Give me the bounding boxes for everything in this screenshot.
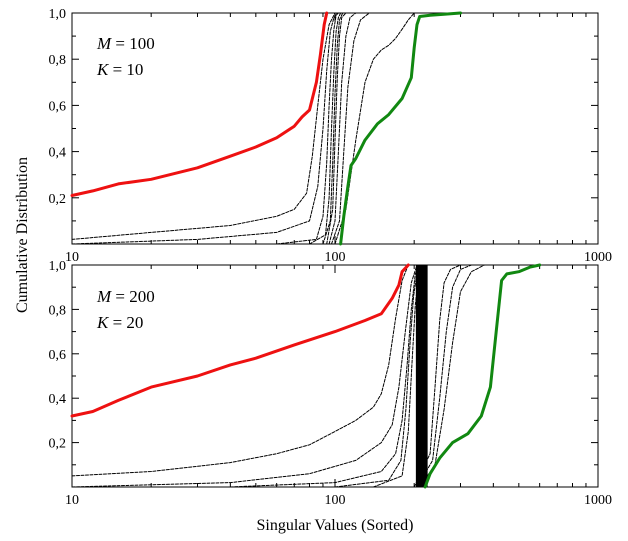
annotation-m-line: M = 100 (96, 34, 155, 53)
x-tick-label: 1000 (584, 493, 612, 508)
series-line-black (326, 12, 347, 245)
series-line-black (372, 264, 424, 488)
series-line-red (70, 263, 410, 418)
annotation-m-line: M = 200 (96, 287, 155, 306)
dense-curve-band (415, 265, 428, 487)
y-tick-label: 0,4 (49, 146, 67, 161)
series-line-black (276, 12, 339, 245)
y-tick-label: 1,0 (49, 7, 67, 22)
series-line-black (71, 12, 336, 240)
y-tick-label: 0,6 (49, 99, 67, 114)
plot-area: 10 100 1000 0,2 0,4 0,6 0,8 1,0 (49, 259, 613, 508)
bottom-panel-annotation: M = 200 K = 20 (96, 287, 155, 332)
annotation-k-line: K = 20 (96, 313, 143, 332)
series-line-black (71, 12, 338, 245)
series-line-black (71, 264, 418, 488)
x-tick-label: 100 (325, 493, 346, 508)
bottom-panel: 10 100 1000 0,2 0,4 0,6 0,8 1,0 M = 200 K = 20 (49, 259, 613, 508)
series-line-black (309, 12, 342, 245)
series-line-black (331, 12, 370, 245)
x-tick-label: 100 (325, 250, 346, 265)
y-axis-label: Cumulative Distribution (14, 157, 31, 313)
series-line-black (419, 264, 485, 488)
y-tick-label: 0,8 (49, 53, 67, 68)
top-panel-annotation: M = 100 K = 10 (96, 34, 155, 79)
series-line-black (328, 12, 357, 245)
x-tick-label: 1000 (584, 250, 612, 265)
series-line-black (229, 264, 421, 488)
y-tick-label: 1,0 (49, 259, 67, 274)
series-line-black (413, 264, 461, 488)
y-tick-label: 0,2 (49, 192, 67, 207)
series-line-red (70, 11, 329, 197)
y-tick-label: 0,8 (49, 303, 67, 318)
series-line-green (339, 11, 462, 246)
series-line-black (71, 264, 409, 477)
x-tick-label: 10 (65, 250, 79, 265)
series-line-black (416, 264, 472, 488)
y-tick-label: 0,2 (49, 437, 67, 452)
x-axis-label: Singular Values (Sorted) (256, 517, 413, 534)
series-line-black (334, 264, 423, 488)
plot-area: 10 100 1000 0,2 0,4 0,6 0,8 1,0 (49, 7, 613, 265)
y-tick-label: 0,4 (49, 392, 67, 407)
series-line-green (423, 263, 542, 489)
y-tick-label: 0,6 (49, 348, 67, 363)
top-panel: 10 100 1000 0,2 0,4 0,6 0,8 1,0 M = 100 K = 10 (49, 7, 613, 265)
x-tick-label: 10 (65, 493, 79, 508)
annotation-k-line: K = 10 (96, 60, 143, 79)
